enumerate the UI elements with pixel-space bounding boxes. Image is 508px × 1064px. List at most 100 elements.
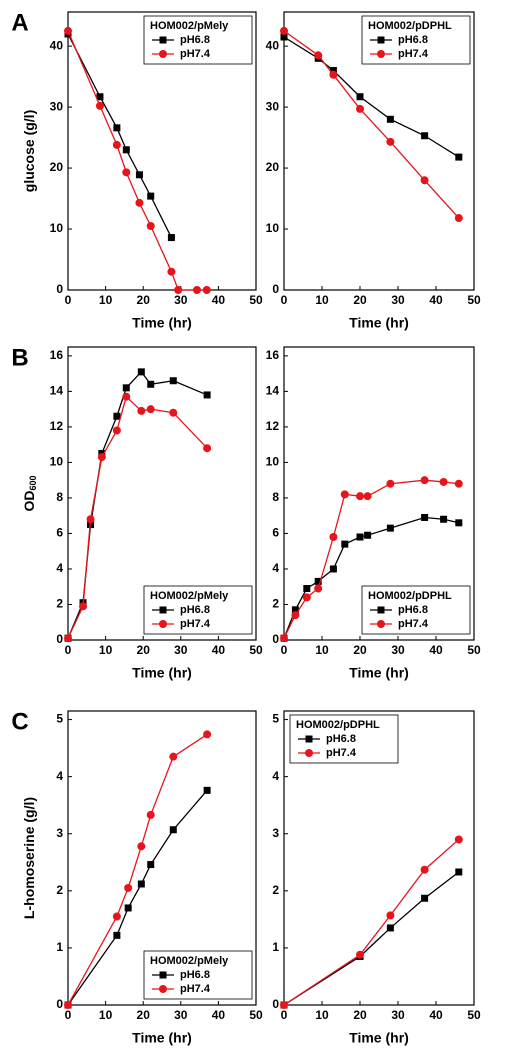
marker bbox=[169, 826, 177, 834]
marker bbox=[147, 192, 155, 200]
marker bbox=[113, 931, 121, 939]
x-axis-label: Time (hr) bbox=[349, 1030, 409, 1046]
marker bbox=[97, 453, 106, 462]
panel-label: A bbox=[11, 9, 28, 36]
y-tick-label: 10 bbox=[50, 221, 64, 235]
marker bbox=[314, 51, 323, 60]
legend-label: pH7.4 bbox=[398, 618, 429, 630]
x-axis-label: Time (hr) bbox=[349, 315, 409, 331]
marker bbox=[95, 101, 104, 110]
y-tick-label: 6 bbox=[56, 526, 63, 540]
x-tick-label: 0 bbox=[65, 293, 72, 307]
x-tick-label: 20 bbox=[353, 643, 367, 657]
legend-label: pH6.8 bbox=[398, 604, 428, 616]
y-tick-label: 14 bbox=[50, 384, 64, 398]
marker bbox=[280, 1001, 288, 1009]
marker bbox=[329, 67, 337, 75]
legend-marker bbox=[377, 606, 385, 614]
plot-frame bbox=[67, 346, 257, 641]
marker bbox=[137, 842, 146, 851]
marker bbox=[113, 124, 121, 132]
marker bbox=[146, 405, 155, 414]
y-tick-label: 40 bbox=[50, 38, 64, 52]
y-tick-label: 30 bbox=[266, 99, 280, 113]
marker bbox=[356, 533, 364, 541]
y-tick-label: 0 bbox=[56, 632, 63, 646]
marker bbox=[439, 477, 448, 486]
marker bbox=[280, 33, 288, 41]
x-tick-label: 30 bbox=[391, 293, 405, 307]
marker bbox=[421, 132, 429, 140]
marker bbox=[454, 214, 463, 223]
marker bbox=[124, 904, 132, 912]
legend-label: pH7.4 bbox=[326, 747, 357, 759]
marker bbox=[386, 924, 394, 932]
marker bbox=[112, 426, 121, 435]
y-tick-label: 4 bbox=[56, 769, 63, 783]
x-tick-label: 50 bbox=[249, 293, 263, 307]
x-tick-label: 0 bbox=[65, 1008, 72, 1022]
x-axis-label: Time (hr) bbox=[132, 1030, 192, 1046]
y-axis-label-subscript: 600 bbox=[28, 475, 38, 490]
y-tick-label: 0 bbox=[272, 282, 279, 296]
marker bbox=[280, 634, 288, 643]
marker bbox=[146, 221, 155, 230]
marker bbox=[420, 865, 429, 874]
x-tick-label: 30 bbox=[174, 643, 188, 657]
marker bbox=[440, 515, 448, 523]
y-tick-label: 0 bbox=[56, 997, 63, 1011]
y-tick-label: 12 bbox=[266, 419, 280, 433]
y-tick-label: 30 bbox=[50, 99, 64, 113]
marker bbox=[421, 513, 429, 521]
marker bbox=[280, 26, 288, 35]
y-tick-label: 0 bbox=[272, 632, 279, 646]
x-tick-label: 0 bbox=[281, 643, 288, 657]
marker bbox=[147, 380, 155, 388]
panel-label: B bbox=[11, 344, 28, 371]
x-tick-label: 20 bbox=[137, 643, 151, 657]
marker bbox=[137, 406, 146, 415]
marker bbox=[135, 171, 143, 179]
marker bbox=[291, 611, 300, 620]
x-tick-label: 0 bbox=[281, 1008, 288, 1022]
x-axis-label: Time (hr) bbox=[132, 665, 192, 681]
panel-label: C bbox=[11, 708, 28, 735]
y-tick-label: 16 bbox=[50, 348, 64, 362]
x-tick-label: 50 bbox=[467, 1008, 481, 1022]
marker bbox=[455, 868, 463, 876]
marker bbox=[455, 153, 463, 161]
x-tick-label: 30 bbox=[391, 1008, 405, 1022]
legend-title: HOM002/pDPHL bbox=[296, 719, 380, 731]
x-tick-label: 30 bbox=[174, 293, 188, 307]
y-tick-label: 20 bbox=[50, 160, 64, 174]
marker bbox=[386, 115, 394, 123]
marker bbox=[356, 104, 364, 113]
marker bbox=[64, 634, 72, 643]
y-axis-label: glucose (g/l) bbox=[21, 110, 37, 192]
x-tick-label: 40 bbox=[429, 293, 443, 307]
x-tick-label: 50 bbox=[249, 643, 263, 657]
y-tick-label: 4 bbox=[56, 561, 63, 575]
marker bbox=[386, 479, 395, 488]
y-tick-label: 12 bbox=[50, 419, 64, 433]
y-tick-label: 2 bbox=[56, 597, 63, 611]
marker bbox=[79, 602, 88, 611]
plot-frame bbox=[67, 11, 257, 291]
marker bbox=[64, 26, 72, 35]
marker bbox=[364, 531, 372, 539]
legend-label: pH6.8 bbox=[398, 34, 428, 46]
y-axis-label-text: glucose (g/l) bbox=[21, 110, 37, 192]
series-line bbox=[67, 395, 208, 639]
marker bbox=[122, 384, 130, 392]
marker bbox=[363, 492, 372, 501]
marker bbox=[146, 810, 155, 819]
x-tick-label: 10 bbox=[315, 643, 329, 657]
y-tick-label: 20 bbox=[266, 160, 280, 174]
marker bbox=[147, 861, 155, 869]
marker bbox=[454, 835, 463, 844]
x-tick-label: 20 bbox=[137, 293, 151, 307]
legend-title: HOM002/pMely bbox=[150, 20, 229, 32]
y-tick-label: 0 bbox=[56, 282, 63, 296]
x-tick-label: 50 bbox=[467, 293, 481, 307]
marker bbox=[329, 533, 338, 542]
